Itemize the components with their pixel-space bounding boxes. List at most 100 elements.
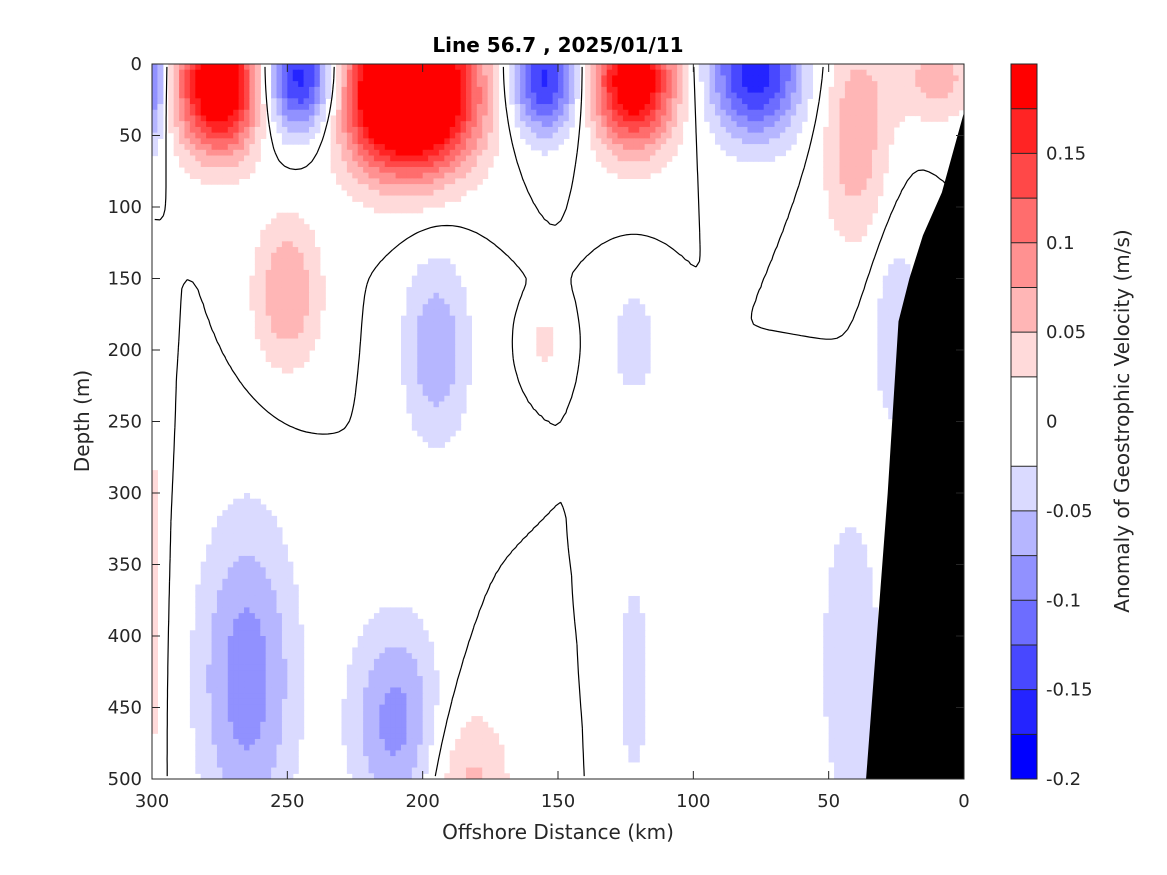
field-cell [433, 161, 440, 168]
field-cell [801, 81, 808, 88]
field-cell [352, 744, 359, 751]
field-cell [368, 126, 375, 134]
field-cell [590, 98, 597, 105]
field-cell [428, 641, 435, 649]
field-cell [644, 149, 651, 157]
field-cell [899, 258, 906, 265]
field-cell [260, 624, 267, 631]
field-cell [839, 658, 846, 666]
field-cell [850, 229, 857, 237]
field-cell [227, 567, 234, 574]
field-cell [779, 132, 786, 139]
field-cell [401, 710, 408, 717]
field-cell [406, 664, 413, 671]
field-cell [839, 738, 846, 746]
field-cell [617, 104, 624, 111]
field-cell [417, 172, 424, 179]
field-cell [395, 693, 402, 700]
field-cell [774, 92, 781, 99]
field-cell [660, 109, 667, 117]
field-cell [368, 115, 375, 122]
field-cell [276, 269, 283, 277]
field-cell [871, 126, 878, 134]
field-cell [428, 315, 435, 322]
field-cell [855, 212, 862, 220]
field-cell [834, 595, 841, 603]
field-cell [222, 161, 229, 168]
field-cell [769, 81, 776, 88]
field-cell [904, 109, 911, 117]
field-cell [401, 75, 408, 82]
field-cell [298, 670, 305, 677]
field-cell [244, 647, 251, 654]
field-cell [422, 172, 429, 179]
field-cell [298, 332, 305, 340]
field-cell [319, 115, 326, 122]
field-cell [888, 126, 895, 134]
field-cell [514, 92, 521, 99]
field-cell [373, 658, 380, 666]
field-cell [189, 86, 196, 94]
field-cell [152, 470, 159, 477]
field-cell [260, 744, 267, 751]
field-cell [152, 115, 159, 122]
field-cell [628, 172, 635, 179]
field-cell [893, 86, 900, 94]
field-cell [622, 104, 629, 111]
field-cell [184, 69, 191, 77]
field-cell [888, 378, 895, 385]
field-cell [152, 721, 159, 729]
field-cell [411, 155, 418, 162]
field-cell [336, 132, 343, 139]
field-cell [298, 733, 305, 740]
field-cell [254, 309, 261, 317]
field-cell [200, 738, 207, 746]
field-cell [704, 92, 711, 99]
field-cell [406, 332, 413, 340]
field-cell [292, 613, 299, 620]
field-cell [465, 184, 472, 191]
field-cell [260, 601, 267, 608]
field-cell [254, 144, 261, 151]
field-cell [244, 670, 251, 677]
field-cell [298, 338, 305, 345]
field-cell [855, 567, 862, 574]
field-cell [395, 658, 402, 666]
field-cell [758, 75, 765, 82]
field-cell [298, 86, 305, 94]
field-cell [633, 338, 640, 345]
field-cell [839, 618, 846, 626]
field-cell [742, 144, 749, 151]
field-cell [211, 550, 218, 557]
field-cell [287, 355, 294, 363]
field-cell [227, 69, 234, 77]
field-cell [428, 64, 435, 71]
field-cell [433, 109, 440, 117]
field-cell [292, 710, 299, 717]
field-cell [357, 75, 364, 82]
field-cell [893, 281, 900, 288]
field-cell [828, 624, 835, 631]
field-cell [227, 601, 234, 608]
field-cell [525, 104, 532, 111]
field-cell [352, 647, 359, 654]
field-cell [244, 538, 251, 546]
field-cell [471, 727, 478, 734]
field-cell [211, 98, 218, 105]
field-cell [352, 733, 359, 740]
field-cell [698, 69, 705, 77]
field-cell [850, 161, 857, 168]
field-cell [206, 86, 213, 94]
field-cell [433, 681, 440, 689]
field-cell [254, 269, 261, 277]
field-cell [850, 664, 857, 671]
field-cell [184, 75, 191, 82]
field-cell [850, 738, 857, 746]
field-cell [660, 115, 667, 122]
field-cell [417, 184, 424, 191]
field-cell [265, 321, 272, 328]
field-cell [189, 636, 196, 643]
field-cell [287, 327, 294, 334]
field-cell [823, 172, 830, 179]
field-cell [828, 98, 835, 105]
